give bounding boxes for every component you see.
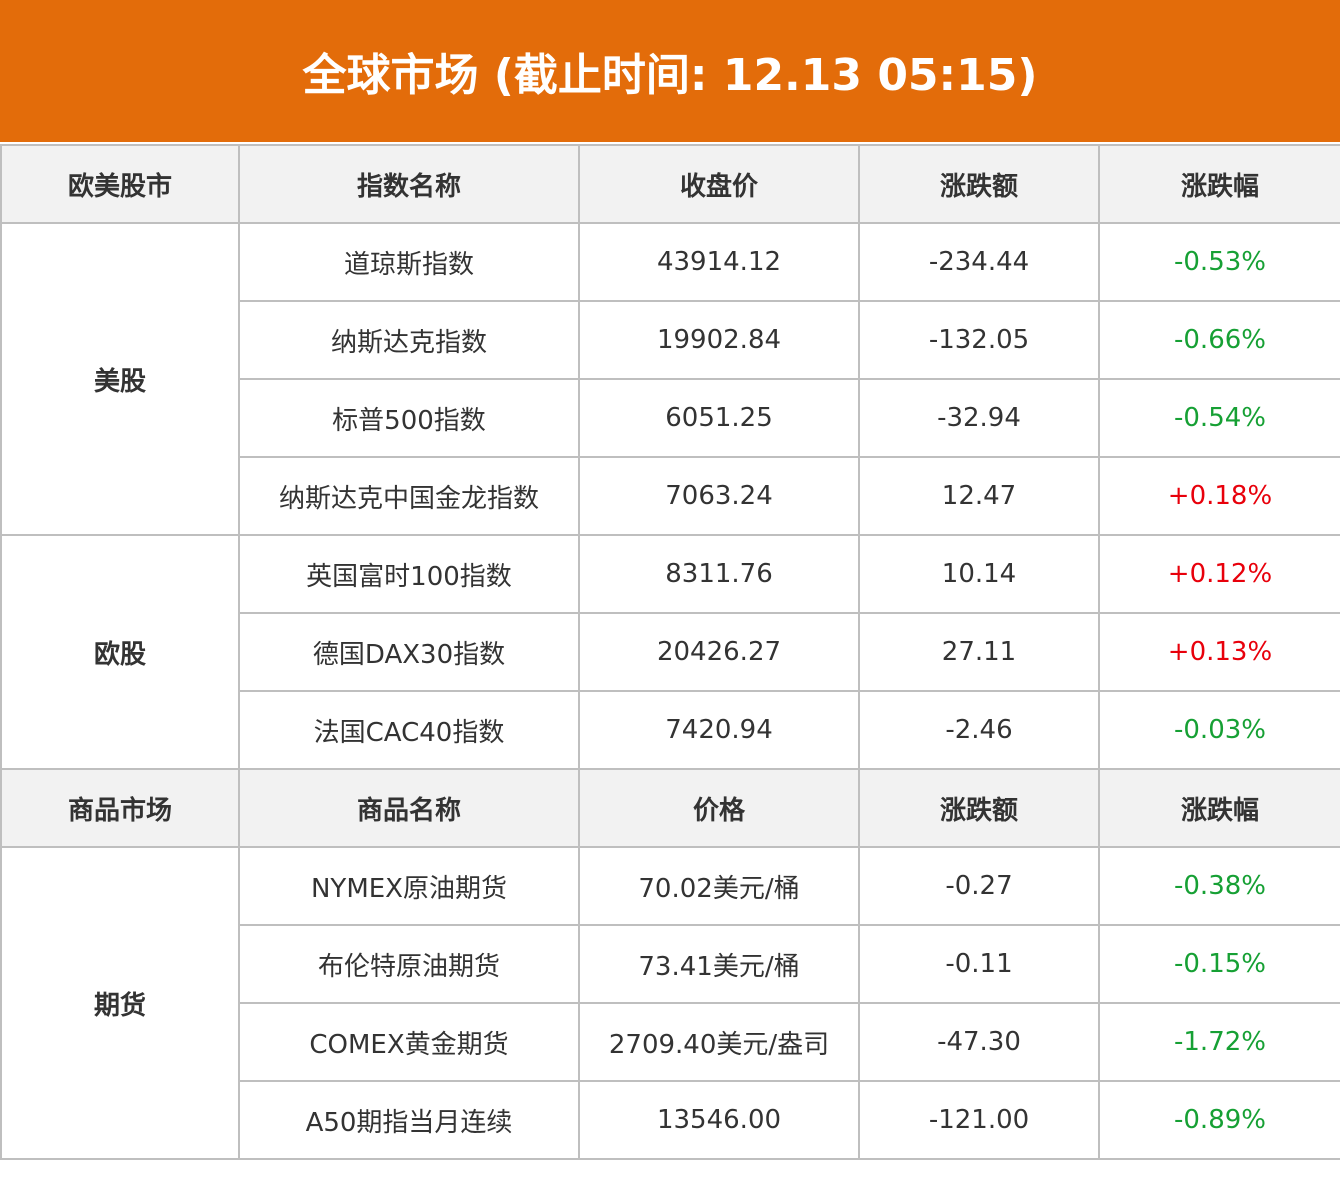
percent-change-cell: +0.12%: [1098, 534, 1340, 614]
column-header: 指数名称: [238, 144, 580, 224]
price-cell: 20426.27: [578, 612, 860, 692]
column-header: 涨跌额: [858, 144, 1100, 224]
price-cell: 8311.76: [578, 534, 860, 614]
percent-change-cell: -0.54%: [1098, 378, 1340, 458]
table-row: 标普500指数 6051.25 -32.94 -0.54%: [1, 378, 1340, 458]
group-label: 期货: [0, 846, 240, 1160]
table-row: 纳斯达克指数 19902.84 -132.05 -0.66%: [1, 300, 1340, 380]
column-header: 涨跌额: [858, 768, 1100, 848]
change-cell: 27.11: [858, 612, 1100, 692]
name-cell: COMEX黄金期货: [238, 1002, 580, 1082]
change-cell: -2.46: [858, 690, 1100, 770]
column-header: 收盘价: [578, 144, 860, 224]
table-row: 纳斯达克中国金龙指数 7063.24 12.47 +0.18%: [1, 456, 1340, 536]
column-header: 价格: [578, 768, 860, 848]
price-cell: 13546.00: [578, 1080, 860, 1160]
market-table: 欧美股市 指数名称 收盘价 涨跌额 涨跌幅 美股 道琼斯指数 43914.12 -234.44-…: [0, 144, 1340, 1160]
price-cell: 43914.12: [578, 222, 860, 302]
name-cell: 法国CAC40指数: [238, 690, 580, 770]
change-cell: -121.00: [858, 1080, 1100, 1160]
table-row: COMEX黄金期货 2709.40美元/盎司 -47.30 -1.72%: [1, 1002, 1340, 1082]
price-cell: 7420.94: [578, 690, 860, 770]
percent-change-cell: +0.13%: [1098, 612, 1340, 692]
name-cell: 标普500指数: [238, 378, 580, 458]
table-header-row: 欧美股市 指数名称 收盘价 涨跌额 涨跌幅: [0, 144, 1340, 224]
table-row: 欧股 英国富时100指数 8311.76 10.14 +0.12%: [0, 534, 1340, 770]
change-cell: -32.94: [858, 378, 1100, 458]
name-cell: 道琼斯指数: [238, 222, 580, 302]
percent-change-cell: -1.72%: [1098, 1002, 1340, 1082]
percent-change-cell: -0.38%: [1098, 846, 1340, 926]
name-cell: 德国DAX30指数: [238, 612, 580, 692]
price-cell: 6051.25: [578, 378, 860, 458]
change-cell: -47.30: [858, 1002, 1100, 1082]
table-row: 德国DAX30指数 20426.27 27.11 +0.13%: [1, 612, 1340, 692]
name-cell: A50期指当月连续: [238, 1080, 580, 1160]
change-cell: -234.44: [858, 222, 1100, 302]
change-cell: 10.14: [858, 534, 1100, 614]
group-label: 欧股: [0, 534, 240, 770]
table-row: 期货 NYMEX原油期货 70.02美元/桶 -0.27 -0.38%: [0, 846, 1340, 1160]
table-row: 美股 道琼斯指数 43914.12 -234.44 -0.53%: [0, 222, 1340, 536]
name-cell: 纳斯达克中国金龙指数: [238, 456, 580, 536]
price-cell: 2709.40美元/盎司: [578, 1002, 860, 1082]
name-cell: NYMEX原油期货: [238, 846, 580, 926]
change-cell: 12.47: [858, 456, 1100, 536]
percent-change-cell: -0.03%: [1098, 690, 1340, 770]
table-row: 法国CAC40指数 7420.94 -2.46 -0.03%: [1, 690, 1340, 770]
table-row: A50期指当月连续 13546.00 -121.00 -0.89%: [1, 1080, 1340, 1160]
table-header-row: 商品市场 商品名称 价格 涨跌额 涨跌幅: [0, 768, 1340, 848]
change-cell: -0.27: [858, 846, 1100, 926]
percent-change-cell: +0.18%: [1098, 456, 1340, 536]
name-cell: 英国富时100指数: [238, 534, 580, 614]
table-row: 布伦特原油期货 73.41美元/桶 -0.11 -0.15%: [1, 924, 1340, 1004]
percent-change-cell: -0.66%: [1098, 300, 1340, 380]
price-cell: 19902.84: [578, 300, 860, 380]
name-cell: 纳斯达克指数: [238, 300, 580, 380]
column-header: 涨跌幅: [1098, 768, 1340, 848]
page-title: 全球市场 (截止时间: 12.13 05:15): [0, 0, 1340, 142]
column-header: 商品市场: [0, 768, 240, 848]
column-header: 商品名称: [238, 768, 580, 848]
column-header: 欧美股市: [0, 144, 240, 224]
name-cell: 布伦特原油期货: [238, 924, 580, 1004]
price-cell: 73.41美元/桶: [578, 924, 860, 1004]
percent-change-cell: -0.53%: [1098, 222, 1340, 302]
group-label: 美股: [0, 222, 240, 536]
price-cell: 7063.24: [578, 456, 860, 536]
change-cell: -0.11: [858, 924, 1100, 1004]
column-header: 涨跌幅: [1098, 144, 1340, 224]
percent-change-cell: -0.89%: [1098, 1080, 1340, 1160]
change-cell: -132.05: [858, 300, 1100, 380]
price-cell: 70.02美元/桶: [578, 846, 860, 926]
percent-change-cell: -0.15%: [1098, 924, 1340, 1004]
